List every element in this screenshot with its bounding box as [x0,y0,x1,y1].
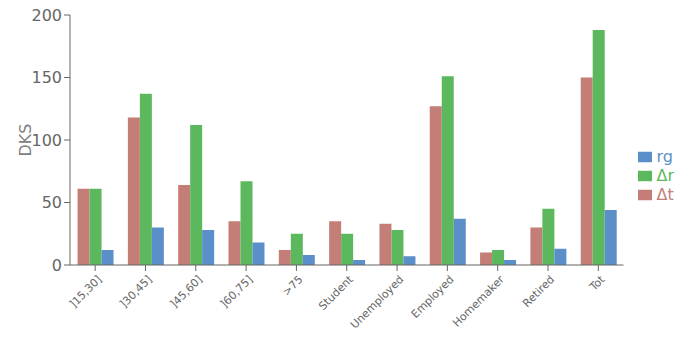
svg-text:50: 50 [42,193,62,212]
svg-text:200: 200 [31,6,62,25]
svg-text:Employed: Employed [409,273,457,321]
svg-text:Student: Student [316,273,356,313]
svg-text:]30,45]: ]30,45] [117,273,155,311]
html-text:rg: rg [656,146,673,166]
svg-text:150: 150 [31,68,62,87]
svg-text:Homemaker: Homemaker [450,273,507,330]
svg-text:]60,75]: ]60,75] [218,273,256,311]
svg-text:>75: >75 [280,273,306,299]
html-text:Δt: Δt [656,184,674,204]
svg-text:]45,60]: ]45,60] [167,273,205,311]
svg-text:DKS: DKS [16,124,35,157]
svg-text:]15,30]: ]15,30] [67,273,105,311]
svg-text:0: 0 [52,256,62,275]
svg-text:Unemployed: Unemployed [348,273,406,331]
svg-text:100: 100 [31,131,62,150]
svg-text:Tot: Tot [586,273,608,295]
html-text:Δr: Δr [656,165,674,185]
svg-text:Retired: Retired [520,273,557,310]
